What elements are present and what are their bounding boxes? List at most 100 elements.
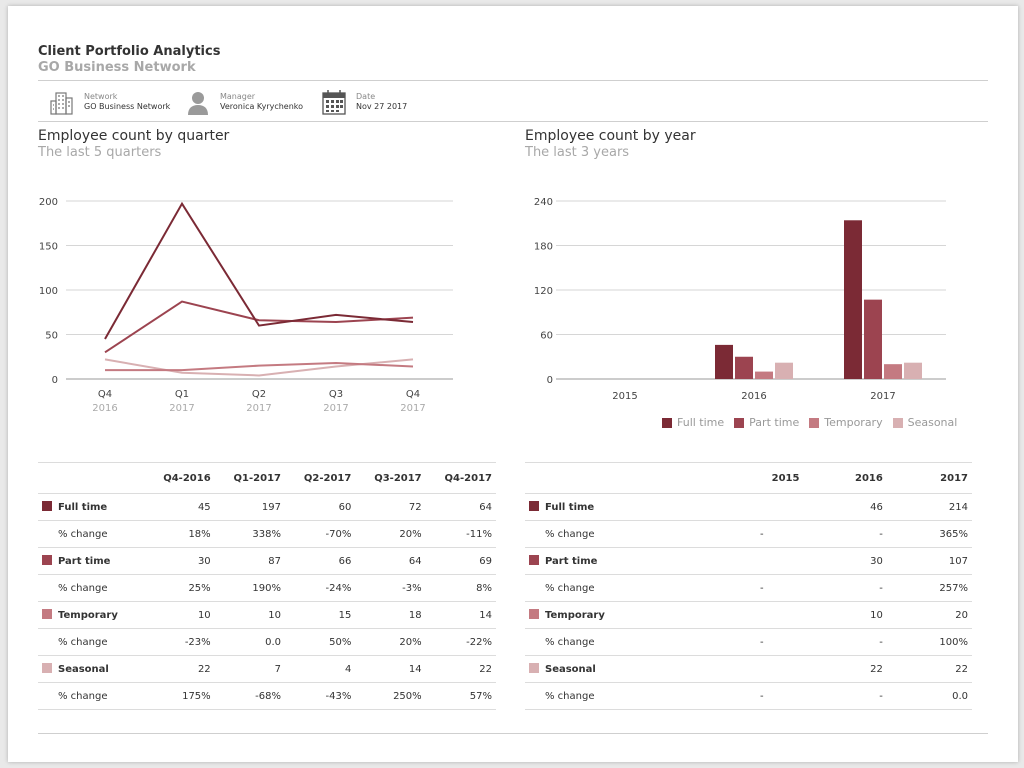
table-cell: 64 (355, 547, 426, 575)
table-cell: 190% (214, 574, 285, 602)
y-tick-label: 200 (39, 197, 58, 208)
y-tick-label: 0 (52, 375, 58, 386)
table-cell: 250% (355, 682, 426, 710)
y-tick-label: 180 (534, 242, 553, 253)
series-swatch (42, 555, 52, 565)
row-label: % change (38, 628, 145, 656)
x-tick-year: 2017 (169, 403, 194, 414)
table-row: % change 175% -68% -43% 250% 57% (38, 682, 496, 710)
bar-temporary-2017 (884, 364, 902, 379)
row-label: Seasonal (525, 655, 721, 683)
x-tick-year: 2017 (246, 403, 271, 414)
table-row: Seasonal 22 22 (525, 655, 972, 683)
year-chart-title: Employee count by year (525, 128, 696, 144)
x-tick-label: 2016 (741, 391, 766, 402)
table-row: Temporary 10 10 15 18 14 (38, 601, 496, 629)
date-label: Date (356, 92, 376, 101)
table-cell (720, 547, 804, 575)
table-row: Part time 30 87 66 64 69 (38, 547, 496, 575)
table-cell: - (803, 682, 887, 710)
quarter-chart-title: Employee count by quarter (38, 128, 230, 144)
table-row: Seasonal 22 7 4 14 22 (38, 655, 496, 683)
table-cell: 22 (425, 655, 496, 683)
bar-part-time-2016 (735, 356, 753, 379)
table-cell: 214 (886, 493, 972, 521)
series-swatch (529, 663, 539, 673)
table-cell: -3% (355, 574, 426, 602)
table-cell: - (803, 520, 887, 548)
table-cell: 175% (144, 682, 215, 710)
footer-divider (38, 733, 988, 734)
table-cell: -23% (144, 628, 215, 656)
network-value: GO Business Network (84, 102, 171, 111)
table-cell: 25% (144, 574, 215, 602)
table-cell: 45 (144, 493, 215, 521)
divider (38, 80, 988, 81)
table-cell: -70% (285, 520, 356, 548)
table-row: % change - -0.0 (525, 682, 972, 710)
table-row: % change 18% 338% -70% 20% -11% (38, 520, 496, 548)
table-cell: - (720, 520, 804, 548)
bar-part-time-2017 (864, 299, 882, 379)
table-cell: 20% (355, 628, 426, 656)
x-tick-year: 2017 (400, 403, 425, 414)
table-row: Temporary 10 20 (525, 601, 972, 629)
legend-item-seasonal: Seasonal (892, 416, 957, 429)
building-icon (50, 92, 73, 115)
x-tick-label: Q1 (175, 389, 189, 400)
row-label: % change (38, 574, 145, 602)
header-cell: Q4-2017 (425, 462, 496, 494)
table-cell: 10 (214, 601, 285, 629)
table-cell: 365% (886, 520, 972, 548)
y-tick-label: 0 (547, 375, 553, 386)
header-cell: Q2-2017 (285, 462, 356, 494)
meta-date: Date Nov 27 2017 (322, 89, 407, 115)
row-label: % change (38, 520, 145, 548)
quarter-line-chart: 0 50 100 150 200 Q4 2016 Q1 2017 Q2 2017 Q3 2017 Q4 20… (39, 197, 453, 414)
x-tick-year: 2017 (323, 403, 348, 414)
table-row: % change - -100% (525, 628, 972, 656)
page-title: Client Portfolio Analytics (38, 44, 221, 59)
table-cell: 197 (214, 493, 285, 521)
header-cell: 2015 (720, 462, 804, 494)
table-cell: 7 (214, 655, 285, 683)
table-cell: -43% (285, 682, 356, 710)
header-cell: 2016 (803, 462, 887, 494)
legend-item-full-time: Full time (662, 416, 724, 429)
table-cell: 0.0 (886, 682, 972, 710)
table-cell: 14 (355, 655, 426, 683)
series-line-seasonal (104, 358, 414, 377)
header-cell: Q1-2017 (214, 462, 285, 494)
table-cell: 60 (285, 493, 356, 521)
row-label: % change (525, 628, 721, 656)
table-cell: 100% (886, 628, 972, 656)
table-row: % change 25% 190% -24% -3% 8% (38, 574, 496, 602)
table-cell: 22 (803, 655, 887, 683)
table-cell: - (720, 682, 804, 710)
bar-seasonal-2016 (775, 362, 793, 379)
table-cell: 4 (285, 655, 356, 683)
x-tick-label: Q4 (98, 389, 112, 400)
x-tick-label: 2017 (870, 391, 895, 402)
table-cell: 20% (355, 520, 426, 548)
header-cell: Q4-2016 (144, 462, 215, 494)
bar-temporary-2016 (755, 371, 773, 379)
table-cell: 10 (803, 601, 887, 629)
y-tick-label: 120 (534, 286, 553, 297)
table-cell: 50% (285, 628, 356, 656)
x-tick-label: 2015 (612, 391, 637, 402)
table-cell: 66 (285, 547, 356, 575)
header-cell (38, 462, 145, 494)
series-swatch (529, 609, 539, 619)
user-avatar-icon (188, 92, 208, 115)
series-swatch (529, 555, 539, 565)
table-cell (720, 655, 804, 683)
row-label: Full time (38, 493, 145, 521)
header-cell: 2017 (886, 462, 972, 494)
legend-item-part-time: Part time (734, 416, 799, 429)
table-cell: 22 (886, 655, 972, 683)
row-label: Part time (38, 547, 145, 575)
table-cell (720, 601, 804, 629)
table-cell: 8% (425, 574, 496, 602)
series-line-full-time (104, 201, 414, 340)
